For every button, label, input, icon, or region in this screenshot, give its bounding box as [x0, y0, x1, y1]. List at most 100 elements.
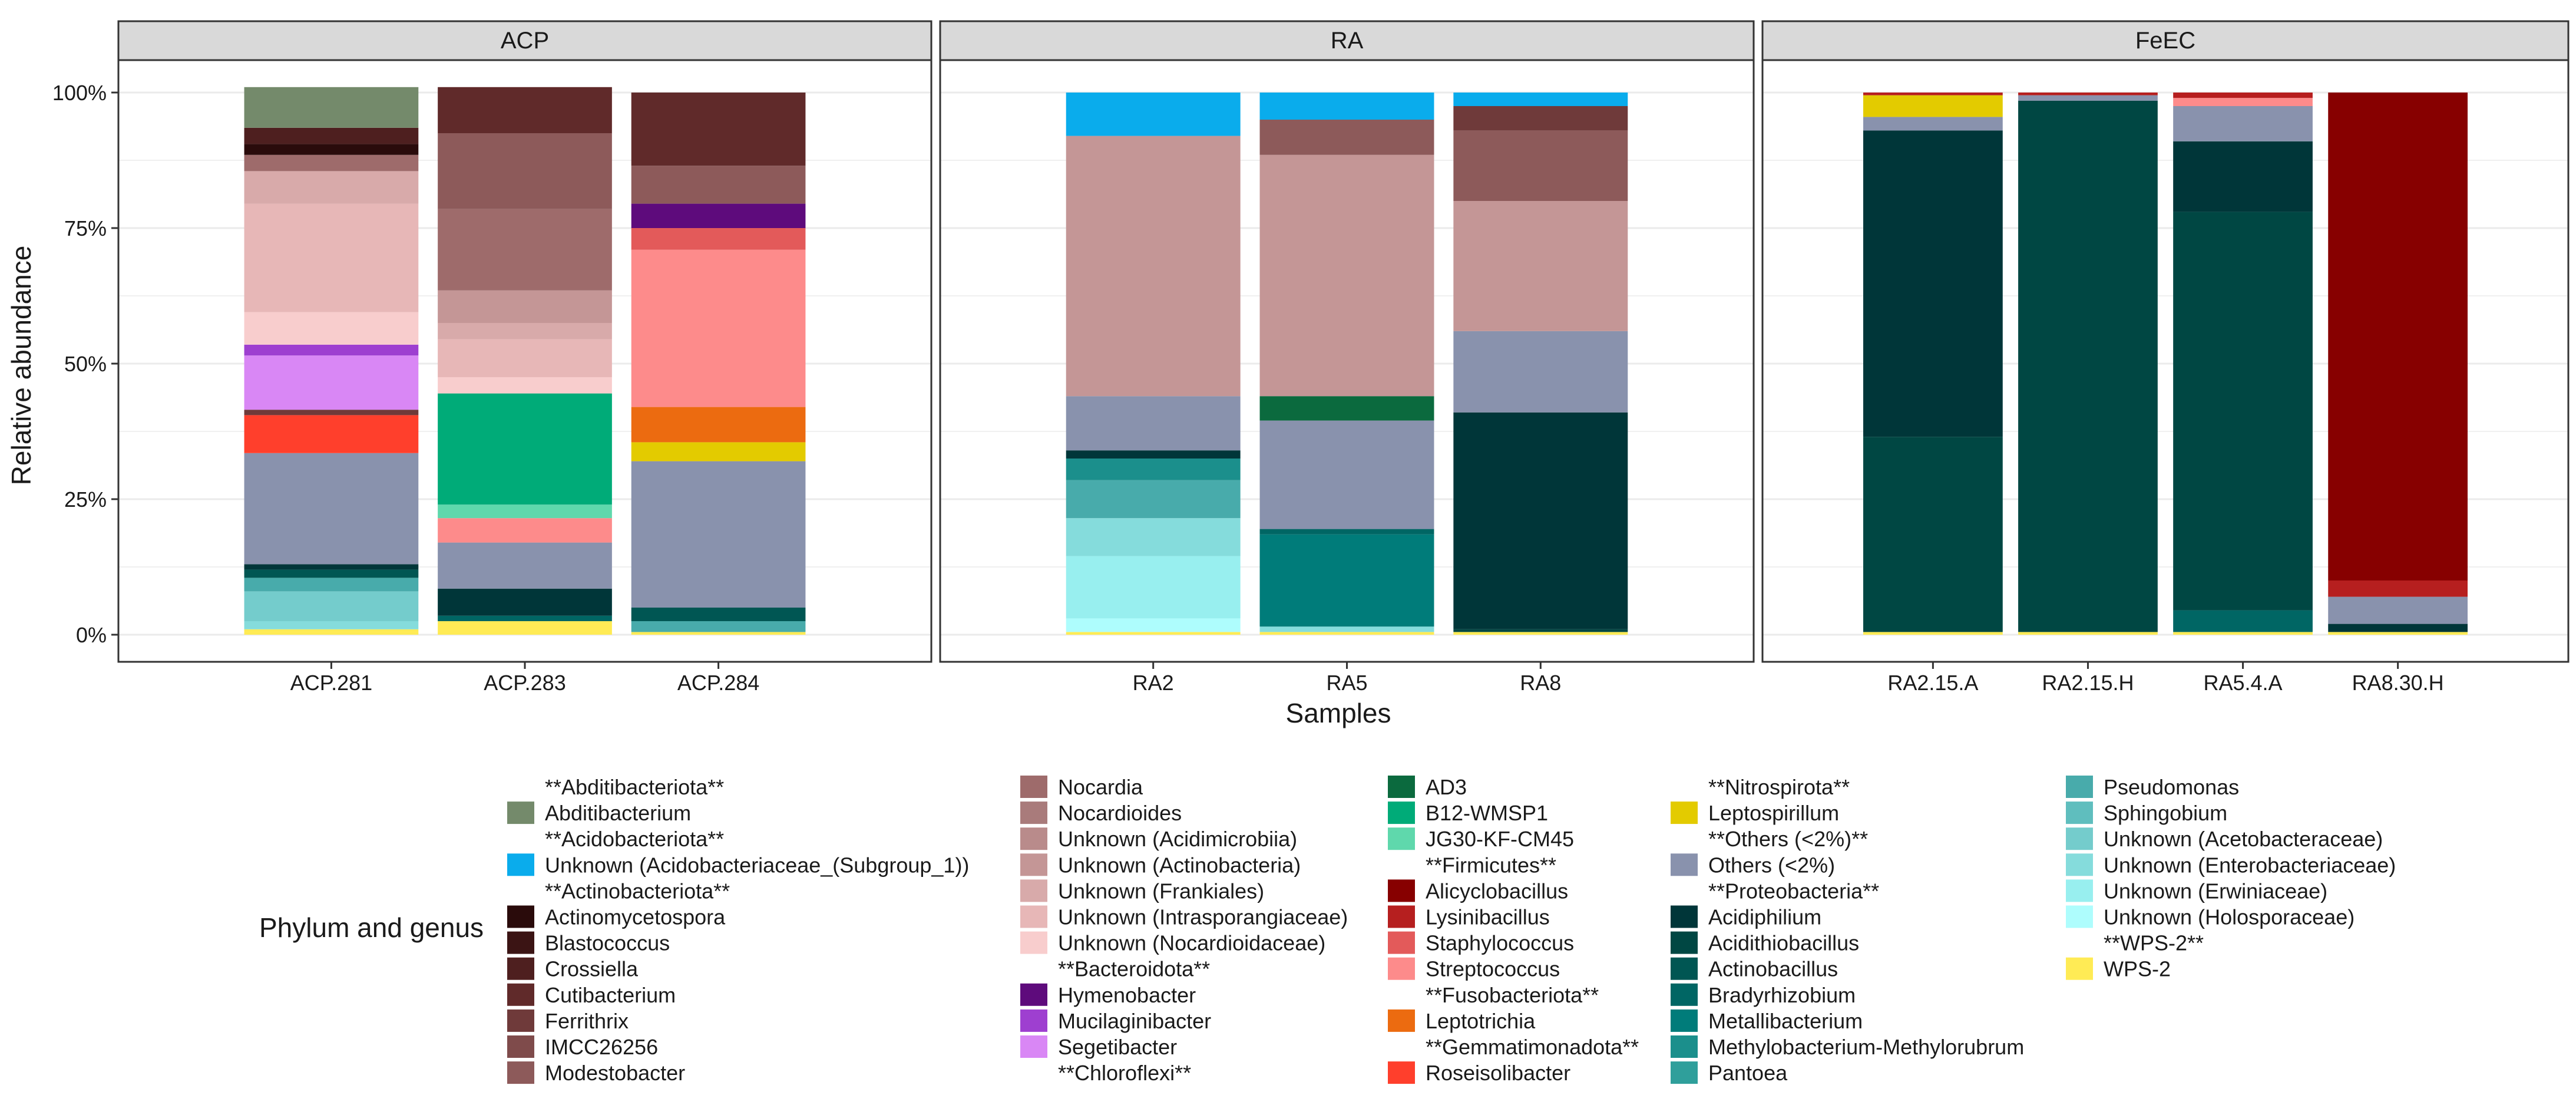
legend-label: Unknown (Intrasporangiaceae) [1058, 905, 1348, 929]
bar-segment [438, 621, 612, 635]
bar-segment [1066, 396, 1241, 451]
legend-key [507, 1061, 534, 1084]
sample-bar [2173, 93, 2313, 635]
legend-key [1671, 853, 1698, 876]
sample-bar [631, 93, 806, 635]
panel-border [117, 59, 932, 663]
legend-label: Crossiella [545, 957, 639, 981]
bar-segment [244, 171, 419, 204]
legend-item: Streptococcus [1388, 957, 1560, 981]
legend-item: **Others (<2%)** [1708, 827, 1868, 851]
legend-item: **WPS-2** [2104, 931, 2204, 955]
legend-label: **Nitrospirota** [1708, 775, 1850, 799]
panel-border [1761, 59, 2570, 663]
bar-segment [1453, 331, 1628, 413]
legend-item: JG30-KF-CM45 [1388, 827, 1574, 851]
bar-segment [1066, 556, 1241, 619]
bar-segment [244, 203, 419, 312]
legend-label: Unknown (Acidobacteriaceae_(Subgroup_1)) [545, 853, 969, 877]
bar-segment [438, 393, 612, 505]
legend-label: Pantoea [1708, 1061, 1788, 1085]
legend-label: Unknown (Frankiales) [1058, 879, 1264, 903]
legend-key [1388, 827, 1415, 850]
bar-segment [244, 355, 419, 410]
bar-segment [244, 564, 419, 570]
legend-key [1388, 957, 1415, 980]
legend-title: Phylum and genus [259, 912, 484, 943]
bar-segment [2018, 632, 2158, 635]
bar-segment [438, 504, 612, 519]
legend-key [507, 853, 534, 876]
bar-segment [244, 154, 419, 171]
legend-label: **Gemmatimonadota** [1426, 1035, 1639, 1059]
bar-segment [1259, 154, 1434, 397]
bar-segment [1259, 93, 1434, 120]
legend-key [1388, 801, 1415, 824]
bar-segment [244, 87, 419, 128]
legend-label: AD3 [1426, 775, 1467, 799]
legend-item: Alicyclobacillus [1388, 879, 1568, 903]
bar-segment [1259, 626, 1434, 632]
bar-segment [1863, 93, 2003, 95]
bar-segment [244, 569, 419, 578]
sample-bar [1066, 93, 1241, 635]
legend-label: **WPS-2** [2104, 931, 2204, 955]
legend-label: Mucilaginibacter [1058, 1009, 1211, 1033]
bar-segment [1259, 529, 1434, 535]
legend-item: Methylobacterium-Methylorubrum [1671, 1035, 2024, 1059]
legend-label: **Abditibacteriota** [545, 775, 724, 799]
bar-segment [438, 377, 612, 394]
bar-segment [1259, 396, 1434, 421]
legend-key [1671, 931, 1698, 954]
legend-item: Pseudomonas [2066, 775, 2239, 799]
legend-item: **Gemmatimonadota** [1426, 1035, 1639, 1059]
bar-segment [438, 290, 612, 323]
x-tick-label: RA8 [1520, 671, 1561, 695]
bar-segment [631, 442, 806, 461]
legend-item: Unknown (Acidimicrobiia) [1020, 827, 1297, 851]
legend-key [2066, 879, 2093, 902]
bar-segment [1066, 618, 1241, 632]
legend-label: Leptotrichia [1426, 1009, 1536, 1033]
legend-key [2066, 801, 2093, 824]
legend-label: Methylobacterium-Methylorubrum [1708, 1035, 2024, 1059]
legend-label: Hymenobacter [1058, 983, 1196, 1007]
bar-segment [244, 312, 419, 345]
legend-label: **Actinobacteriota** [545, 879, 730, 903]
legend-item: Roseisolibacter [1388, 1061, 1570, 1085]
legend-item: Others (<2%) [1671, 853, 1835, 877]
legend-item: Unknown (Acetobacteraceae) [2066, 827, 2383, 851]
legend-item: **Nitrospirota** [1708, 775, 1850, 799]
legend: **Abditibacteriota**Abditibacterium**Aci… [507, 775, 2396, 1085]
x-tick-label: RA5.4.A [2203, 671, 2282, 695]
facet-panel: RA RA2 RA5 RA8 [939, 20, 1755, 695]
bar-segment [2173, 93, 2313, 98]
legend-label: Lysinibacillus [1426, 905, 1550, 929]
legend-item: WPS-2 [2066, 957, 2171, 981]
legend-label: **Bacteroidota** [1058, 957, 1210, 981]
legend-label: Unknown (Holosporaceae) [2104, 905, 2355, 929]
facet-strip-label: ACP [501, 28, 549, 54]
legend-item: **Chloroflexi** [1058, 1061, 1191, 1085]
legend-label: **Acidobacteriota** [545, 827, 724, 851]
bar-segment [438, 518, 612, 543]
bar-segment [1863, 437, 2003, 632]
legend-label: Blastococcus [545, 931, 670, 955]
legend-label: Nocardia [1058, 775, 1143, 799]
bar-segment [631, 407, 806, 443]
bar-segment [1453, 629, 1628, 632]
sample-bar [1453, 93, 1628, 635]
bar-segment [438, 323, 612, 339]
facet-strip [1761, 20, 2570, 61]
legend-label: **Firmicutes** [1426, 853, 1556, 877]
legend-item: **Abditibacteriota** [545, 775, 724, 799]
legend-key [1020, 827, 1047, 850]
legend-item: Ferrithrix [507, 1009, 629, 1033]
sample-bar [2018, 93, 2158, 635]
legend-label: WPS-2 [2104, 957, 2171, 981]
bar-segment [244, 453, 419, 565]
legend-key [2066, 853, 2093, 876]
x-tick-label: ACP.284 [677, 671, 759, 695]
y-axis-title: Relative abundance [6, 246, 37, 486]
legend-item: **Acidobacteriota** [545, 827, 724, 851]
